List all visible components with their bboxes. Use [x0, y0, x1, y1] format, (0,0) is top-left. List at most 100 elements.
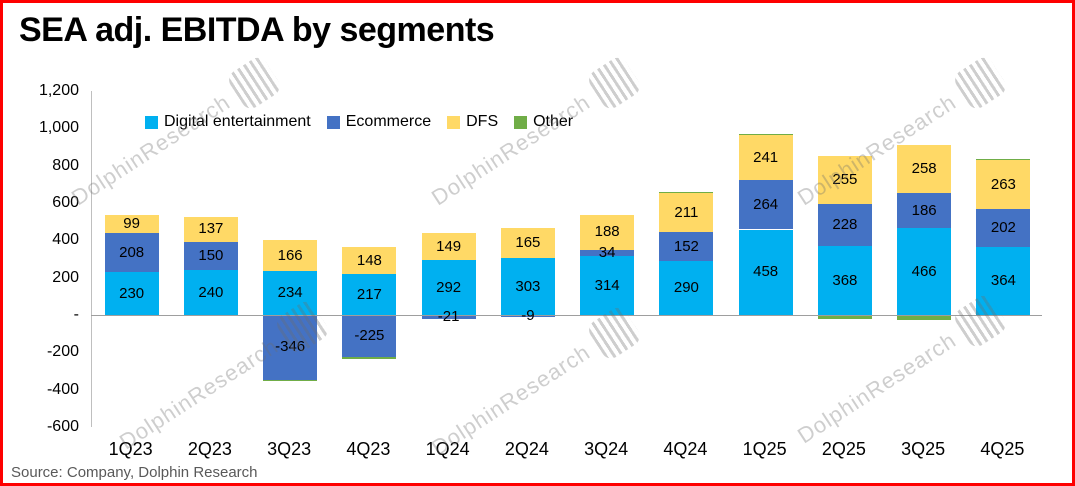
x-tick-label: 1Q24 — [425, 439, 470, 459]
bar-segment-ecommerce — [421, 315, 476, 319]
y-tick-label: 400 — [52, 231, 79, 249]
bar-segment-ecommerce — [659, 232, 714, 261]
x-tick-label: 2Q23 — [187, 439, 232, 459]
bar-segment-ecommerce — [817, 203, 872, 247]
bar-segment-dfs — [421, 232, 476, 261]
y-tick-label: - — [73, 306, 79, 323]
data-label: -346 — [275, 338, 306, 356]
bar-segment-digital-entertainment — [342, 274, 397, 315]
data-label: 148 — [356, 251, 382, 269]
legend-item-other: Other — [514, 113, 573, 131]
data-label: 165 — [515, 234, 541, 252]
legend-item-dfs: DFS — [447, 113, 498, 131]
data-label: 149 — [436, 237, 462, 255]
bar-segment-digital-entertainment — [738, 229, 793, 315]
bar-segment-digital-entertainment — [104, 272, 159, 315]
bar-segment-ecommerce — [263, 315, 318, 380]
bar-segment-ecommerce — [897, 193, 952, 228]
legend-swatch — [326, 115, 340, 129]
source-note: Source: Company, Dolphin Research — [11, 464, 258, 481]
x-tick-label: 4Q24 — [663, 439, 708, 459]
data-label: -9 — [521, 306, 535, 324]
y-tick-label: 800 — [52, 156, 79, 174]
y-tick-label: 200 — [52, 268, 79, 286]
bar-segment-ecommerce — [738, 180, 793, 230]
legend-item-ecommerce: Ecommerce — [326, 113, 432, 131]
data-label: 264 — [753, 195, 779, 213]
data-label: 314 — [594, 276, 620, 294]
bar-segment-digital-entertainment — [580, 256, 635, 315]
chart-title: SEA adj. EBITDA by segments — [19, 11, 495, 49]
bar-segment-other — [342, 357, 397, 360]
y-tick-label: 1,000 — [38, 119, 79, 137]
data-label: 263 — [990, 175, 1016, 193]
data-label: 202 — [990, 219, 1016, 237]
data-label: 303 — [515, 277, 541, 295]
y-tick-label: 600 — [52, 194, 79, 211]
x-tick-label: 3Q24 — [584, 439, 629, 459]
x-tick-label: 1Q23 — [108, 439, 153, 459]
bar-segment-dfs — [104, 214, 159, 234]
x-tick-label: 4Q25 — [980, 439, 1025, 459]
bar-segment-other — [976, 159, 1031, 161]
data-label: 208 — [119, 243, 145, 261]
y-tick-label: -200 — [46, 343, 79, 361]
bar-segment-dfs — [580, 214, 635, 251]
bar-segment-dfs — [897, 145, 952, 194]
y-axis: 1,200 1,000 800 600 400 200 - -200 -400 -600 — [3, 82, 83, 435]
legend-swatch — [145, 115, 158, 129]
data-label: 99 — [123, 215, 140, 232]
legend-swatch — [447, 115, 461, 129]
legend-item-digital-entertainment: Digital entertainment — [145, 113, 311, 131]
data-label: 230 — [119, 284, 145, 302]
data-label: 258 — [911, 160, 937, 178]
x-tick-label: 4Q23 — [346, 439, 391, 459]
legend-label: DFS — [466, 113, 499, 130]
bar-segment-other — [817, 315, 872, 319]
data-label: 368 — [832, 271, 858, 289]
plot-area: 230 208 99 240 150 137 234 -346 166 217 -225 148 292… — [91, 91, 1043, 427]
bar-segment-ecommerce — [580, 250, 635, 257]
bar-segment-dfs — [738, 135, 793, 181]
bar-segment-dfs — [342, 246, 397, 275]
x-tick-label: 2Q24 — [504, 439, 549, 459]
x-tick-label: 3Q25 — [901, 439, 946, 459]
y-tick-label: -400 — [46, 380, 79, 398]
x-tick-label: 1Q25 — [742, 439, 787, 459]
legend-swatch — [514, 115, 528, 129]
data-label: 152 — [673, 237, 699, 255]
bar-segment-digital-entertainment — [897, 228, 952, 315]
data-label: 292 — [436, 278, 462, 296]
data-label: 186 — [911, 201, 937, 219]
data-label: 150 — [198, 247, 224, 265]
data-label: 211 — [674, 203, 699, 221]
bar-segment-digital-entertainment — [183, 270, 238, 315]
bar-segment-ecommerce — [183, 242, 238, 271]
bar-segment-dfs — [263, 240, 318, 272]
data-label: 137 — [198, 220, 224, 238]
bar-segment-other — [659, 192, 714, 194]
data-label: -21 — [437, 307, 460, 325]
data-label: -225 — [354, 327, 385, 344]
bar-segment-other — [263, 379, 318, 382]
data-label: 240 — [198, 283, 224, 301]
legend-label: Ecommerce — [345, 113, 432, 130]
bar-segment-ecommerce — [342, 315, 397, 357]
bar-segment-digital-entertainment — [817, 246, 872, 315]
x-axis: 1Q23 2Q23 3Q23 4Q23 1Q24 2Q24 3Q24 4Q24 1Q25 2Q25… — [91, 439, 1043, 463]
data-label: 466 — [911, 262, 937, 280]
data-label: 255 — [832, 170, 858, 188]
bar-segment-digital-entertainment — [263, 271, 318, 315]
bar-segment-dfs — [659, 193, 714, 233]
bar-segment-dfs — [976, 160, 1031, 210]
bar-segment-ecommerce — [976, 209, 1031, 248]
y-tick-label: -600 — [46, 418, 79, 435]
data-label: 234 — [277, 284, 303, 302]
y-tick-label: 1,200 — [38, 82, 79, 99]
bar-segment-digital-entertainment — [421, 260, 476, 315]
data-label: 228 — [832, 216, 858, 234]
data-label: 34 — [598, 244, 616, 262]
bar-segment-digital-entertainment — [976, 247, 1031, 315]
bar-segment-digital-entertainment — [500, 258, 555, 315]
